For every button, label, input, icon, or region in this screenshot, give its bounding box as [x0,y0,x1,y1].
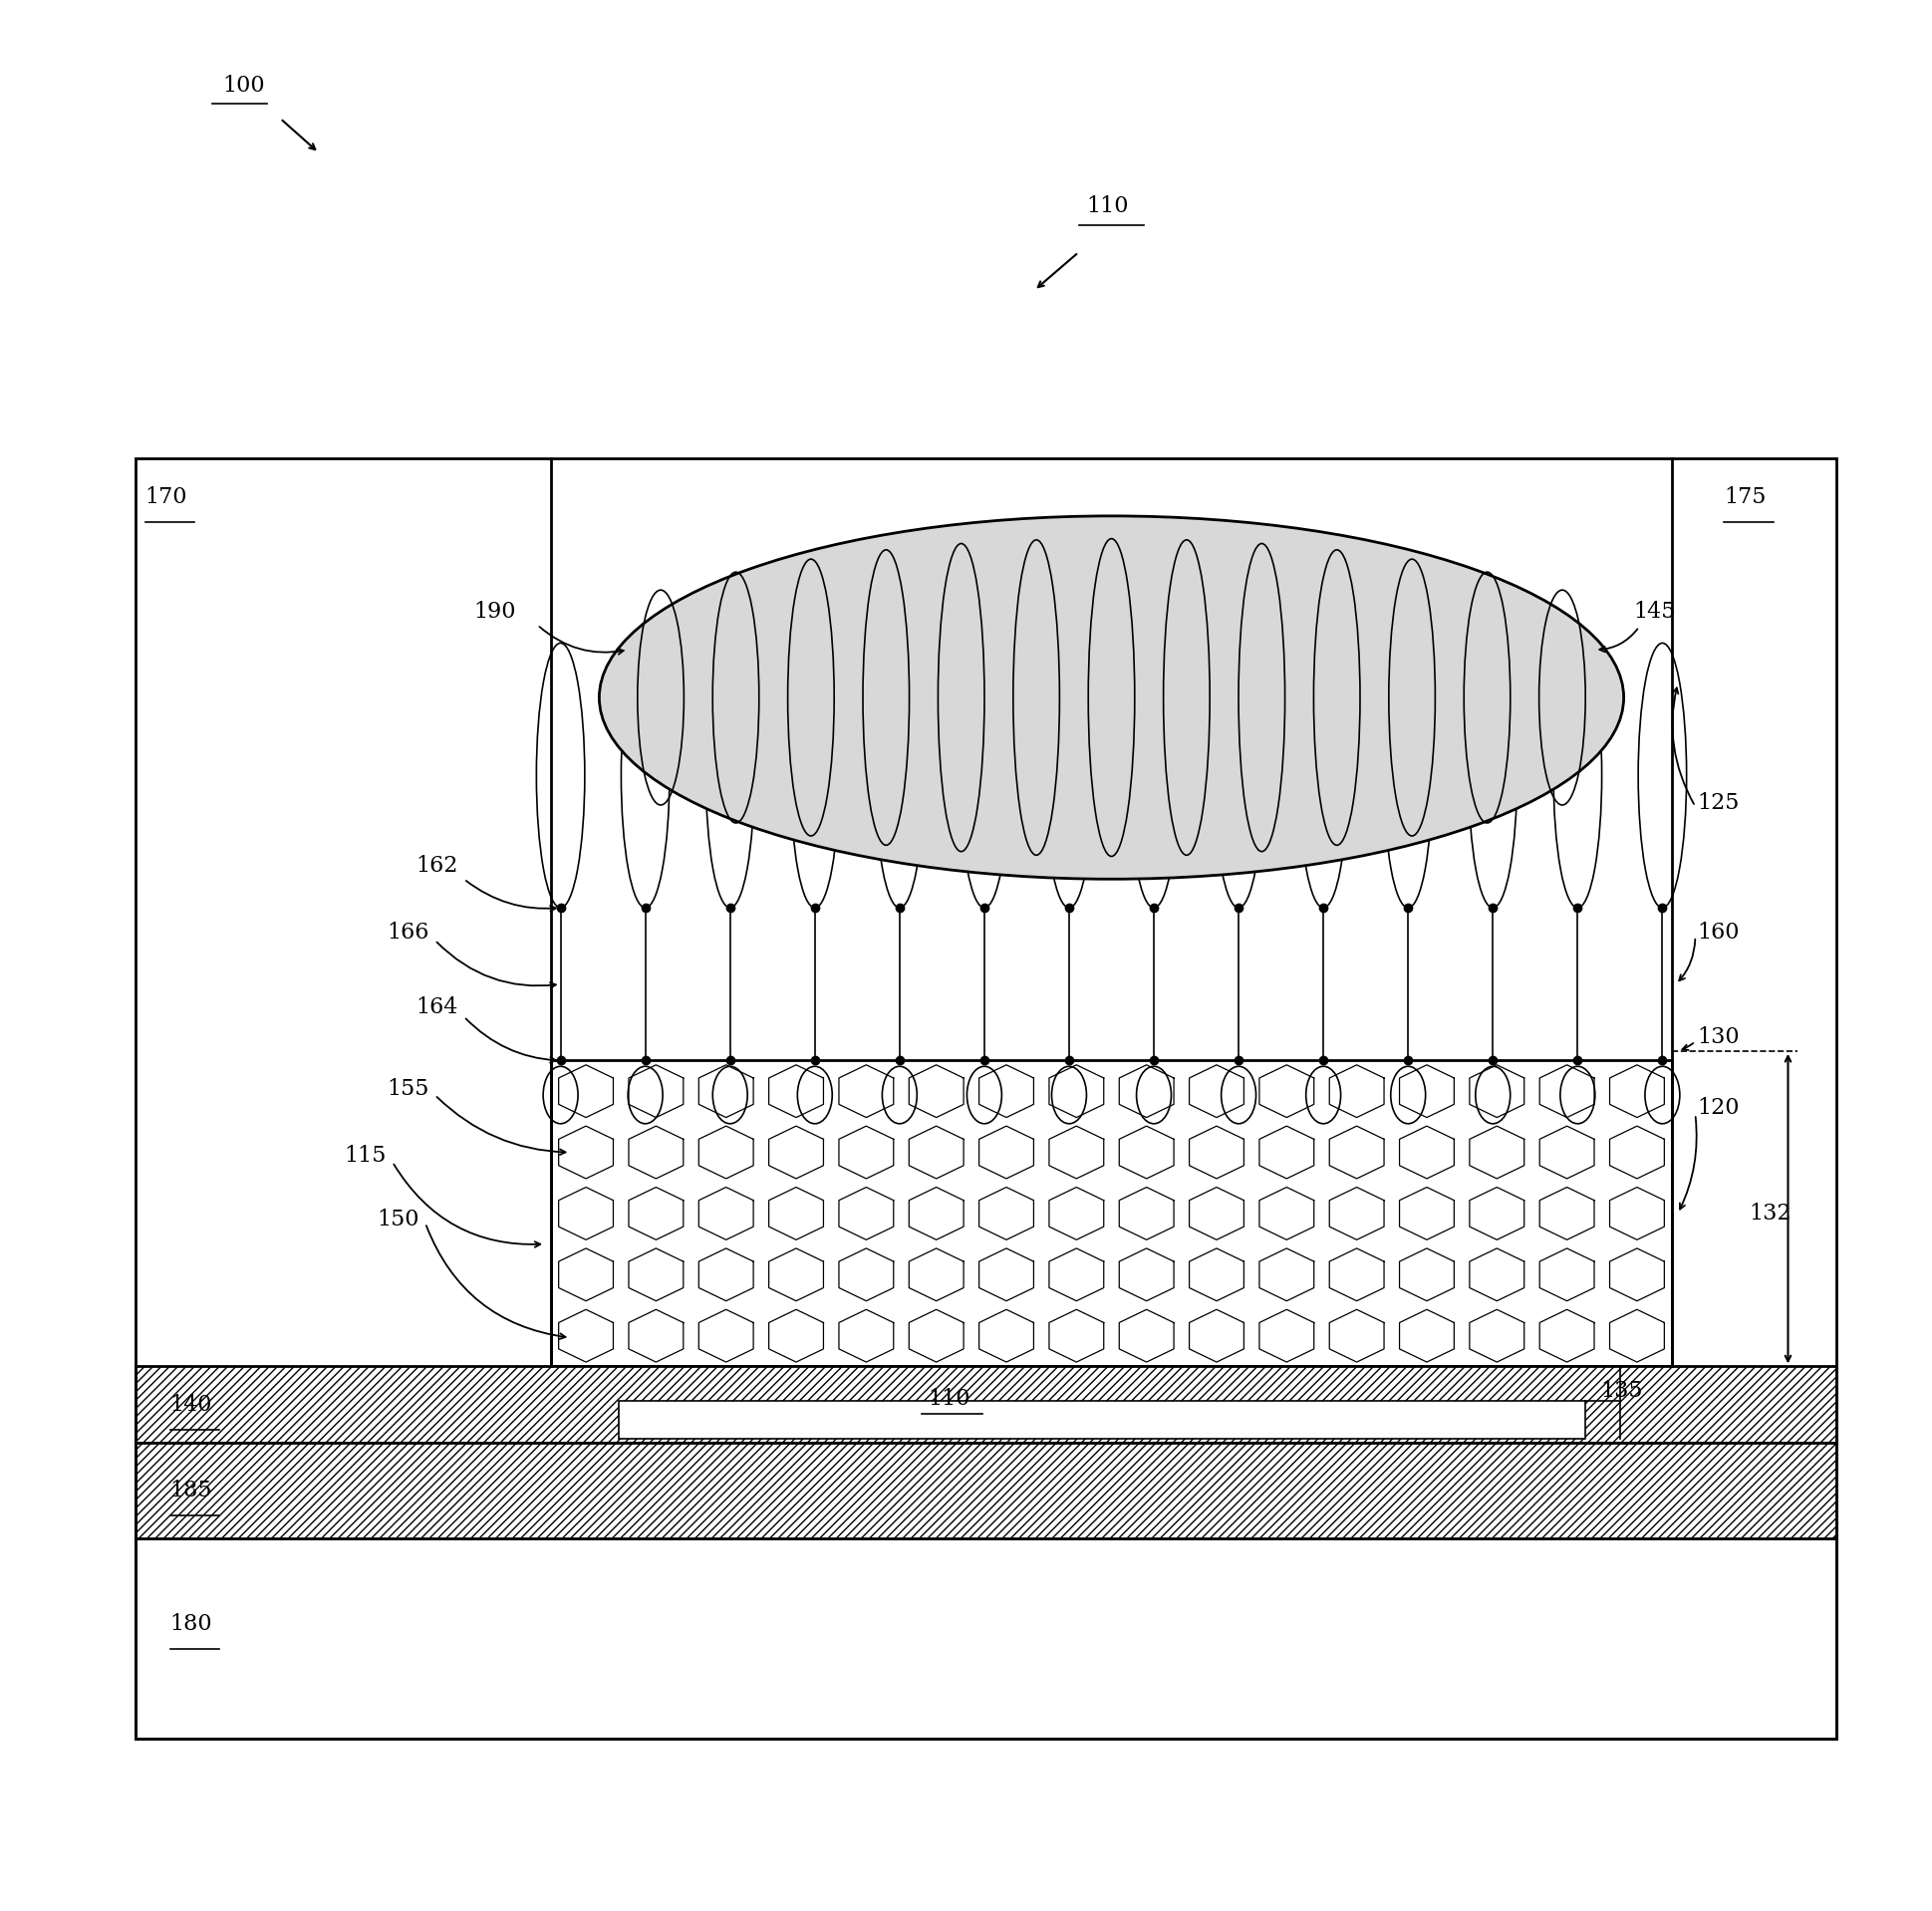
Text: 100: 100 [222,75,265,97]
Text: 140: 140 [170,1393,213,1416]
Text: 162: 162 [415,854,458,877]
Polygon shape [135,1538,1835,1739]
Text: 110: 110 [1086,195,1128,218]
Text: 185: 185 [170,1479,213,1502]
Text: 110: 110 [927,1387,970,1410]
Polygon shape [135,1366,1835,1443]
Text: 175: 175 [1723,485,1766,508]
Text: 132: 132 [1748,1202,1791,1225]
Text: 155: 155 [386,1078,429,1101]
Text: 160: 160 [1696,921,1739,944]
Text: 150: 150 [377,1208,419,1231]
Text: 120: 120 [1696,1097,1739,1120]
Ellipse shape [599,516,1623,879]
Text: 164: 164 [415,996,458,1019]
Text: 125: 125 [1696,791,1739,814]
Polygon shape [135,1443,1835,1538]
Text: 190: 190 [473,600,516,623]
Text: 145: 145 [1633,600,1675,623]
Text: 115: 115 [344,1145,386,1168]
Polygon shape [551,1061,1671,1366]
Text: 170: 170 [145,485,187,508]
Polygon shape [135,459,1835,1366]
Text: 130: 130 [1696,1026,1739,1049]
Text: 166: 166 [386,921,429,944]
Text: 135: 135 [1600,1380,1642,1403]
Polygon shape [618,1401,1584,1439]
Text: 180: 180 [170,1613,213,1636]
